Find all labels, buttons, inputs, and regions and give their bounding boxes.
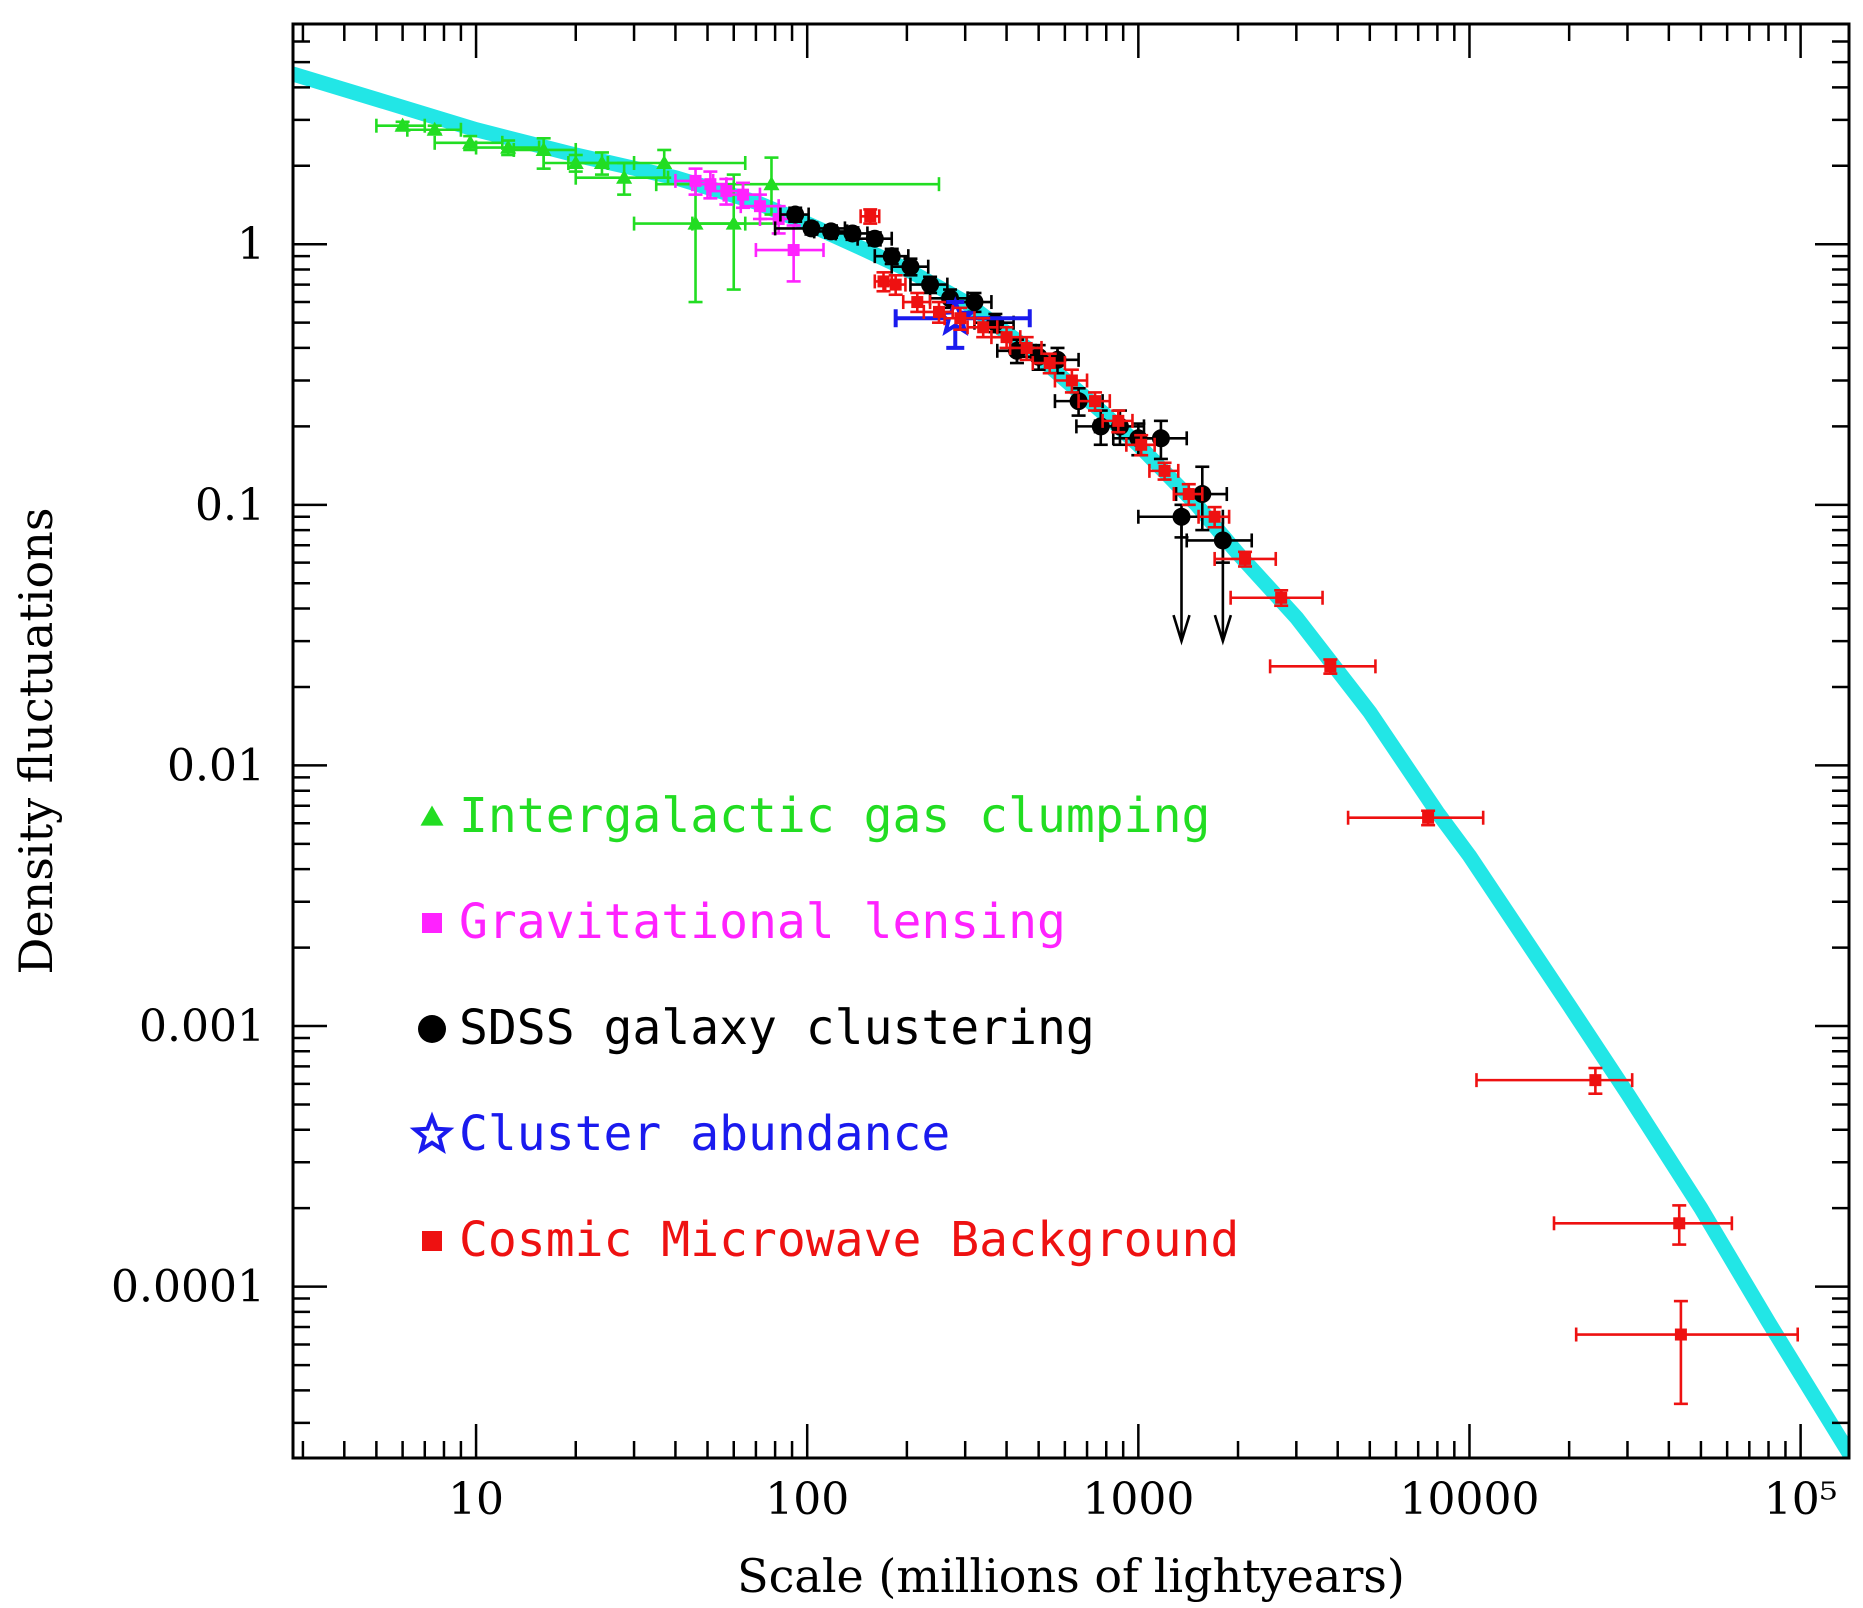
legend-item: Cosmic Microwave Background: [422, 1212, 1239, 1268]
data-point: [921, 275, 940, 294]
x-tick-label: 1000: [1082, 1474, 1194, 1525]
legend-marker: [409, 1111, 455, 1155]
data-point: [725, 215, 742, 230]
y-tick-label: 0.1: [195, 480, 265, 531]
data-point: [932, 305, 945, 318]
legend-marker: [418, 1015, 446, 1043]
data-point: [954, 312, 967, 325]
legend-item: Intergalactic gas clumping: [420, 788, 1210, 844]
plot-border: [291, 22, 1851, 1460]
x-tick-label: 10000: [1399, 1474, 1539, 1525]
error-bar: [1475, 1066, 1634, 1095]
data-point: [864, 210, 877, 223]
error-bar: [1574, 1299, 1800, 1406]
data-point: [802, 219, 821, 238]
data-point: [1324, 660, 1337, 673]
data-point: [462, 134, 479, 149]
upper-limit-arrow: [1172, 516, 1191, 646]
data-point: [1275, 591, 1288, 604]
data-point: [1182, 488, 1195, 501]
data-point: [965, 293, 984, 312]
y-tick-label: 0.0001: [111, 1262, 265, 1313]
data-point: [1135, 438, 1148, 451]
data-point: [901, 257, 920, 276]
legend-label: Cluster abundance: [459, 1106, 950, 1162]
data-point: [786, 205, 805, 224]
legend: Intergalactic gas clumping Gravitational …: [409, 788, 1239, 1268]
y-tick-label: 0.01: [167, 740, 265, 791]
data-point: [753, 200, 766, 213]
data-point: [426, 121, 443, 136]
data-point: [1673, 1217, 1686, 1230]
plot-frame: [291, 22, 1851, 1460]
y-axis-title: Density fluctuations: [9, 508, 63, 975]
data-point: [616, 169, 633, 184]
legend-label: Gravitational lensing: [459, 894, 1066, 950]
legend-item: Gravitational lensing: [422, 894, 1066, 950]
data-point: [1000, 331, 1013, 344]
y-tick-label: 1: [237, 219, 265, 270]
data-point: [763, 176, 780, 191]
data-point: [1239, 552, 1252, 565]
data-point: [704, 178, 717, 191]
data-point: [1112, 414, 1125, 427]
error-bar: [1346, 809, 1485, 827]
x-tick-label: 10: [448, 1474, 504, 1525]
data-point: [1043, 357, 1056, 370]
data-point: [882, 247, 901, 266]
x-axis-title: Scale (millions of lightyears): [737, 1549, 1405, 1603]
data-point: [911, 296, 924, 309]
legend-marker: [420, 805, 444, 826]
data-point: [1065, 374, 1078, 387]
x-tick-label: 100: [765, 1474, 849, 1525]
axis-ticks: [293, 22, 1849, 1458]
data-point: [1674, 1328, 1687, 1341]
data-point: [1158, 464, 1171, 477]
data-points-layer: [375, 117, 1800, 1406]
series-0: [375, 117, 941, 304]
data-point: [1422, 811, 1435, 824]
error-bar: [632, 182, 747, 304]
error-bar: [1268, 658, 1377, 675]
data-point: [977, 321, 990, 334]
series-1: [674, 167, 825, 283]
x-tick-label: 10⁵: [1764, 1474, 1838, 1525]
data-point: [656, 154, 673, 170]
y-tick-label: 0.001: [139, 1001, 265, 1052]
data-point: [737, 188, 750, 201]
legend-marker: [422, 913, 442, 933]
tick-labels: 10 100 1000 10000 10⁵ 1 0.1 0.01 0.001 0.0001: [111, 219, 1837, 1525]
legend-item: Cluster abundance: [409, 1106, 950, 1162]
data-point: [1089, 395, 1102, 408]
legend-label: Intergalactic gas clumping: [459, 788, 1210, 844]
data-point: [1589, 1074, 1602, 1087]
data-point: [865, 229, 884, 248]
series-4: [859, 208, 1800, 1406]
data-point: [500, 139, 517, 154]
series-2: [773, 205, 1254, 646]
legend-marker: [422, 1231, 442, 1251]
data-point: [1151, 429, 1170, 448]
upper-limit-arrow: [1213, 540, 1233, 646]
legend-label: SDSS galaxy clustering: [459, 1000, 1095, 1056]
legend-item: SDSS galaxy clustering: [418, 1000, 1095, 1056]
data-point: [889, 278, 902, 291]
data-point: [787, 244, 800, 257]
legend-label: Cosmic Microwave Background: [459, 1212, 1239, 1268]
data-point: [593, 154, 611, 170]
data-point: [1208, 510, 1221, 523]
data-point: [535, 141, 552, 157]
data-point: [1020, 341, 1033, 354]
data-point: [822, 222, 841, 241]
